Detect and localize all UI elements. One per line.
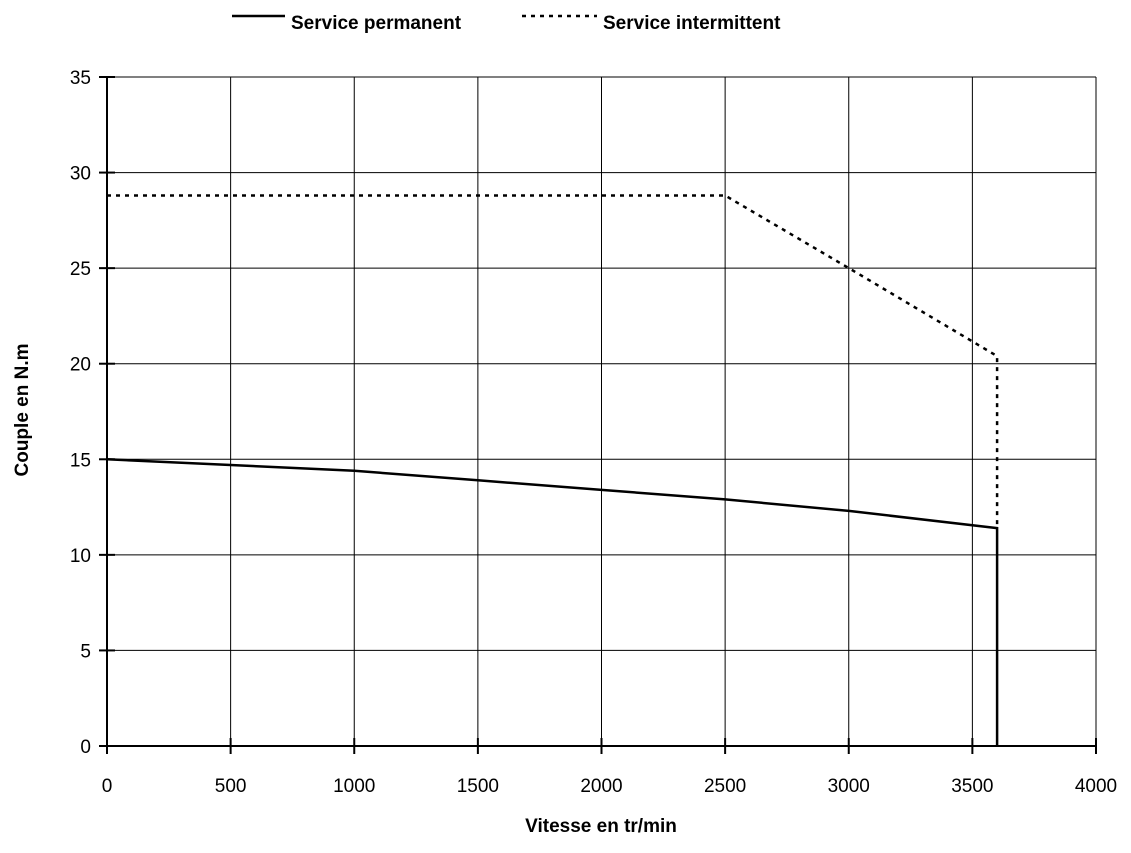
y-tick-label: 30 <box>70 164 91 185</box>
y-tick-label: 10 <box>70 546 91 567</box>
y-tick-label: 5 <box>80 641 91 662</box>
x-tick-label: 0 <box>102 776 113 797</box>
x-tick-label: 1000 <box>333 776 375 797</box>
legend-label-service-permanent: Service permanent <box>291 13 462 34</box>
y-tick-label: 20 <box>70 355 91 376</box>
y-tick-label: 15 <box>70 450 91 471</box>
series-line-service-intermittent <box>107 194 999 529</box>
x-tick-label: 500 <box>215 776 247 797</box>
x-tick-label: 4000 <box>1075 776 1117 797</box>
y-tick-label: 35 <box>70 68 91 89</box>
y-axis-title: Couple en N.m <box>12 343 33 476</box>
x-tick-label: 3000 <box>828 776 870 797</box>
x-axis-title: Vitesse en tr/min <box>525 816 677 837</box>
series-group <box>106 194 999 746</box>
ticks: 0 500 1000 1500 2000 2500 3000 3500 4000 0 5 10 15 20… <box>70 68 1117 797</box>
x-tick-label: 2000 <box>580 776 622 797</box>
y-tick-label: 0 <box>80 737 91 758</box>
legend-label-service-intermittent: Service intermittent <box>603 13 781 34</box>
x-tick-label: 1500 <box>457 776 499 797</box>
x-tick-label: 3500 <box>951 776 993 797</box>
legend: Service permanent Service intermittent <box>232 13 781 34</box>
grid <box>107 76 1097 746</box>
x-tick-label: 2500 <box>704 776 746 797</box>
y-tick-label: 25 <box>70 259 91 280</box>
series-line-service-permanent <box>106 458 999 746</box>
